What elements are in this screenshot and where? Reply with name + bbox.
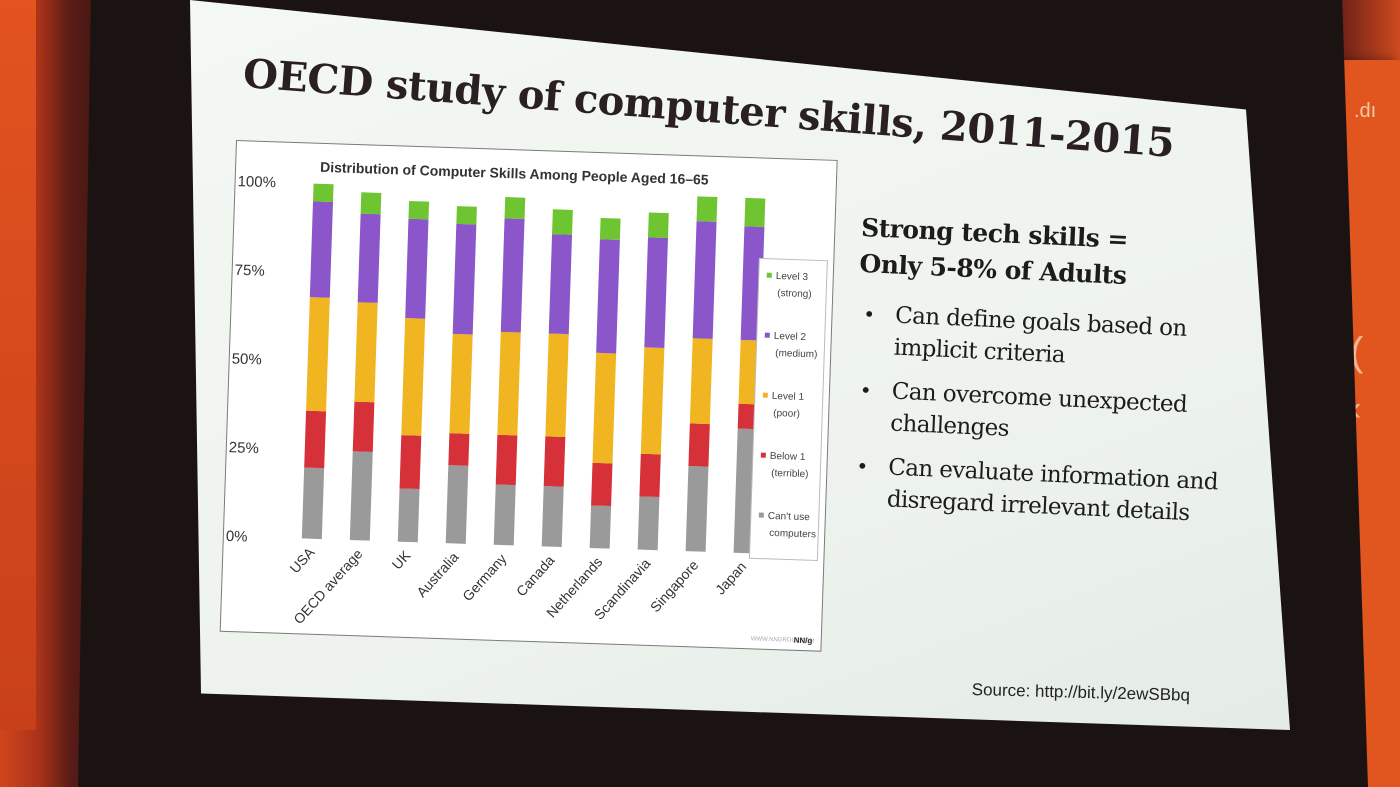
bar-segment bbox=[545, 333, 569, 438]
category-label: Canada bbox=[513, 552, 558, 599]
bar-segment bbox=[688, 423, 710, 467]
y-tick-label: 50% bbox=[231, 350, 262, 368]
chart-panel: Distribution of Computer Skills Among Pe… bbox=[219, 140, 838, 652]
bar-segment bbox=[689, 338, 713, 425]
bar-segment bbox=[445, 465, 469, 544]
bar-segment bbox=[309, 201, 333, 298]
legend-label: Level 2 bbox=[774, 331, 807, 343]
y-tick-label: 75% bbox=[234, 262, 265, 280]
category-label: Japan bbox=[712, 558, 749, 597]
category-label: UK bbox=[389, 547, 414, 573]
stacked-bar-chart: Distribution of Computer Skills Among Pe… bbox=[226, 159, 828, 646]
bullet-list: • Can define goals based on implicit cri… bbox=[848, 298, 1257, 532]
legend-label: (medium) bbox=[775, 348, 818, 360]
category-label: Australia bbox=[413, 549, 461, 600]
nng-logo: NN/g bbox=[794, 636, 813, 646]
bar-segment bbox=[352, 401, 375, 452]
bar-segment bbox=[744, 197, 766, 227]
bar-segment bbox=[599, 217, 621, 240]
bar-segment bbox=[552, 209, 573, 235]
right-banner-glyph-bottom: ‹ bbox=[1350, 390, 1362, 428]
legend-label: Below 1 bbox=[770, 451, 806, 463]
bar-segment bbox=[313, 183, 334, 203]
bar-segment bbox=[592, 352, 617, 464]
bar-segment bbox=[591, 462, 613, 507]
y-tick-label: 0% bbox=[226, 528, 248, 546]
bar-segment bbox=[548, 234, 573, 335]
right-banner-text: .dı bbox=[1354, 100, 1377, 122]
bar-segment bbox=[399, 435, 422, 490]
y-tick-label: 100% bbox=[237, 173, 276, 191]
bar-segment bbox=[495, 434, 518, 486]
legend-label: (strong) bbox=[777, 288, 812, 300]
left-banner bbox=[0, 0, 36, 730]
bar-segment bbox=[497, 331, 521, 436]
bar-segment bbox=[397, 488, 420, 543]
bar-segment bbox=[644, 237, 668, 348]
bar-segment bbox=[500, 218, 525, 333]
bar-segment bbox=[449, 333, 473, 434]
bar-segment bbox=[349, 451, 373, 541]
legend-label: Can't use bbox=[768, 511, 811, 523]
watermark: WWW.NNGROUP.COM bbox=[751, 636, 815, 644]
bullet-item: • Can define goals based on implicit cri… bbox=[855, 298, 1257, 380]
bullet-text-line: disregard irrelevant details bbox=[886, 486, 1191, 527]
chart-title: Distribution of Computer Skills Among Pe… bbox=[320, 159, 709, 188]
bullet-item: • Can overcome unexpected challenges bbox=[852, 374, 1254, 456]
bar-segment bbox=[685, 465, 709, 552]
category-label: Germany bbox=[459, 551, 509, 605]
bar-segment bbox=[639, 453, 661, 497]
bullet-text-line: challenges bbox=[889, 410, 1010, 442]
legend-swatch bbox=[762, 392, 768, 398]
y-axis: 0% 25% 50% 75% 100% bbox=[226, 173, 277, 546]
bar-segment bbox=[640, 347, 665, 455]
legend-swatch bbox=[760, 452, 766, 458]
legend: Level 3 (strong) Level 2 (medium) Level 1 (po… bbox=[748, 257, 828, 562]
bar-segment bbox=[541, 486, 564, 548]
bar-segment bbox=[543, 436, 566, 487]
bar-segment bbox=[304, 410, 327, 469]
bar-segment bbox=[596, 239, 620, 354]
bullet-item: • Can evaluate information and disregard… bbox=[848, 450, 1250, 532]
legend-label: Level 1 bbox=[772, 391, 805, 403]
bar-segment bbox=[696, 196, 718, 222]
bar-segment bbox=[357, 213, 381, 303]
bar-segment bbox=[493, 484, 516, 546]
y-tick-label: 25% bbox=[229, 439, 260, 457]
bar-segment bbox=[637, 496, 660, 551]
bullet-dot: • bbox=[859, 378, 872, 403]
bar-segment bbox=[504, 197, 526, 220]
bar-segment bbox=[448, 433, 470, 466]
legend-label: (terrible) bbox=[771, 468, 809, 480]
bar-segment bbox=[737, 403, 759, 430]
bar-segment bbox=[692, 221, 717, 339]
bar-segment bbox=[301, 467, 325, 540]
bar-segment bbox=[456, 206, 477, 225]
bar-segment bbox=[452, 223, 477, 335]
bullet-text-line: implicit criteria bbox=[893, 334, 1066, 369]
bar-segment bbox=[306, 297, 330, 412]
bullet-dot: • bbox=[862, 302, 876, 327]
bullet-dot: • bbox=[855, 454, 869, 479]
bar-segment bbox=[405, 218, 429, 319]
legend-swatch bbox=[758, 512, 764, 518]
legend-swatch bbox=[766, 272, 772, 278]
bar-segment bbox=[408, 200, 430, 220]
category-label: USA bbox=[286, 544, 318, 577]
bars bbox=[301, 183, 766, 554]
bar-segment bbox=[360, 192, 382, 215]
category-label: Singapore bbox=[647, 557, 702, 615]
legend-label: (poor) bbox=[773, 408, 800, 420]
bar-segment bbox=[648, 212, 669, 238]
bar-segment bbox=[354, 302, 378, 403]
legend-label: Level 3 bbox=[776, 271, 809, 283]
bar-segment bbox=[589, 505, 612, 549]
legend-swatch bbox=[764, 332, 770, 338]
slide-text-block: Strong tech skills = Only 5-8% of Adults… bbox=[848, 210, 1262, 544]
bar-segment bbox=[401, 318, 426, 436]
legend-label: computers bbox=[769, 528, 816, 541]
